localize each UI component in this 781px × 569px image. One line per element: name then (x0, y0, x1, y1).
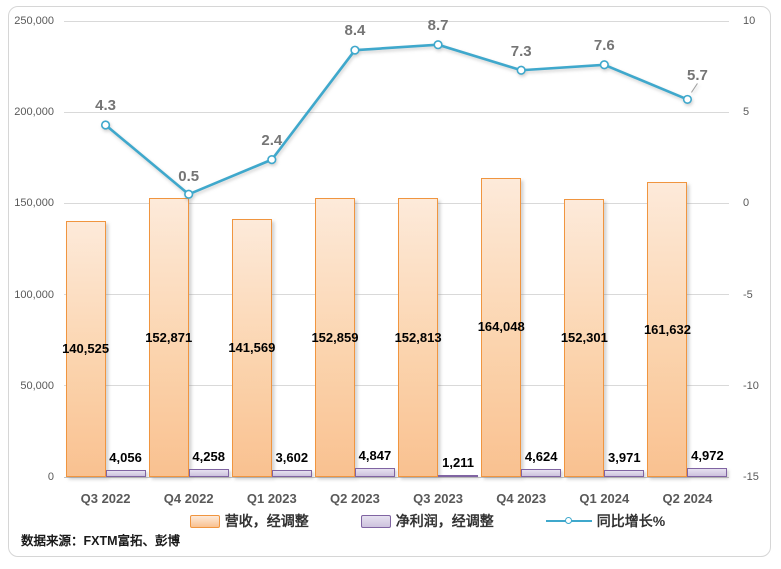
plot-area: 250,000 10 200,000 5 150,000 0 100,000 -5 50,000… (9, 7, 770, 556)
bar-revenue-label: 140,525 (62, 340, 110, 356)
left-axis-tick: 50,000 (20, 379, 54, 392)
legend-label-profit: 净利润，经调整 (395, 513, 494, 529)
bar-profit-label: 1,211 (442, 454, 474, 470)
gridline (64, 111, 729, 113)
gridline (64, 202, 729, 204)
bar-revenue-label: 152,813 (394, 329, 442, 345)
bar-revenue-label: 152,871 (145, 329, 193, 345)
line-point-label: 8.4 (344, 22, 366, 40)
bar-revenue-label: 152,301 (560, 330, 608, 346)
line-point-marker (350, 45, 360, 55)
growth-line-icon (545, 515, 592, 528)
bar-profit-label: 4,056 (109, 449, 142, 465)
category-label: Q3 2022 (80, 491, 131, 506)
bar-revenue-label: 152,859 (311, 329, 359, 345)
category-label: Q4 2022 (163, 491, 214, 506)
bar-revenue-label: 161,632 (643, 321, 691, 337)
legend-label-growth: 同比增长% (596, 513, 666, 529)
legend-item-profit: 净利润，经调整 (360, 511, 494, 531)
chart-frame: 250,000 10 200,000 5 150,000 0 100,000 -5 50,000… (8, 6, 771, 557)
bar-profit-label: 4,258 (192, 449, 225, 465)
line-point-label: 0.5 (178, 168, 200, 186)
profit-swatch-icon (360, 514, 391, 528)
source-note: 数据来源：FXTM富拓、彭博 (21, 534, 181, 548)
legend-label-revenue: 营收，经调整 (224, 513, 309, 529)
revenue-swatch-icon (189, 514, 220, 528)
line-point-marker (433, 40, 443, 50)
bar-revenue (564, 199, 605, 477)
line-point-marker (100, 120, 111, 130)
gridline (64, 294, 729, 296)
category-label: Q2 2023 (330, 491, 380, 506)
right-axis-tick: 0 (743, 197, 750, 210)
right-axis-tick: 10 (743, 15, 756, 27)
bar-profit-label: 4,624 (524, 448, 558, 464)
bar-revenue (65, 220, 106, 477)
category-label: Q3 2023 (413, 491, 463, 506)
category-label: Q1 2024 (579, 491, 630, 506)
bar-profit (604, 469, 645, 477)
line-point-marker (682, 94, 693, 105)
left-axis-tick: 0 (47, 471, 54, 483)
bar-profit-label: 3,602 (275, 450, 309, 466)
bar-profit-label: 3,971 (608, 449, 641, 465)
bar-profit (438, 474, 479, 477)
bar-profit (354, 468, 395, 477)
line-point-label: 4.3 (95, 96, 116, 114)
left-axis-tick: 100,000 (14, 288, 54, 301)
bar-revenue-label: 164,048 (477, 319, 525, 335)
x-axis-line (64, 476, 729, 478)
bar-revenue (398, 198, 439, 477)
left-axis-tick: 200,000 (14, 106, 54, 119)
line-point-label: 5.7 (687, 67, 708, 85)
bar-profit-label: 4,847 (358, 448, 392, 464)
gridline (64, 385, 729, 387)
bar-revenue-label: 141,569 (228, 339, 276, 355)
legend: 营收，经调整 净利润，经调整 同比增长% (47, 511, 781, 531)
gridline (64, 20, 729, 22)
growth-line-marker (564, 516, 572, 524)
line-point-label: 7.6 (593, 36, 615, 54)
line-point-label: 7.3 (510, 43, 532, 61)
line-point-label: 2.4 (261, 131, 283, 149)
left-axis-tick: 250,000 (14, 15, 54, 27)
legend-item-revenue: 营收，经调整 (189, 511, 309, 531)
line-point-marker (599, 60, 609, 70)
bar-revenue (231, 218, 272, 477)
right-axis-tick: -5 (743, 288, 753, 301)
legend-item-growth: 同比增长% (545, 511, 666, 531)
line-point-marker (267, 155, 277, 165)
bar-profit-label: 4,972 (691, 447, 724, 463)
bar-profit (188, 469, 229, 477)
bar-revenue (647, 182, 688, 477)
category-label: Q4 2023 (496, 491, 547, 506)
bar-revenue (481, 177, 522, 477)
line-point-marker (516, 65, 526, 75)
category-label: Q2 2024 (662, 491, 713, 506)
bar-profit (521, 468, 562, 477)
line-point-label: 8.7 (427, 16, 449, 34)
bar-revenue (148, 198, 189, 477)
bar-profit (687, 467, 728, 477)
right-axis-tick: 5 (743, 106, 750, 119)
right-axis-tick: -10 (743, 379, 759, 392)
left-axis-tick: 150,000 (14, 197, 54, 210)
category-label: Q1 2023 (246, 491, 297, 506)
bar-profit (271, 470, 312, 477)
line-point-marker (184, 189, 194, 199)
bar-profit (105, 469, 146, 477)
bar-revenue (314, 198, 355, 477)
right-axis-tick: -15 (743, 471, 759, 483)
